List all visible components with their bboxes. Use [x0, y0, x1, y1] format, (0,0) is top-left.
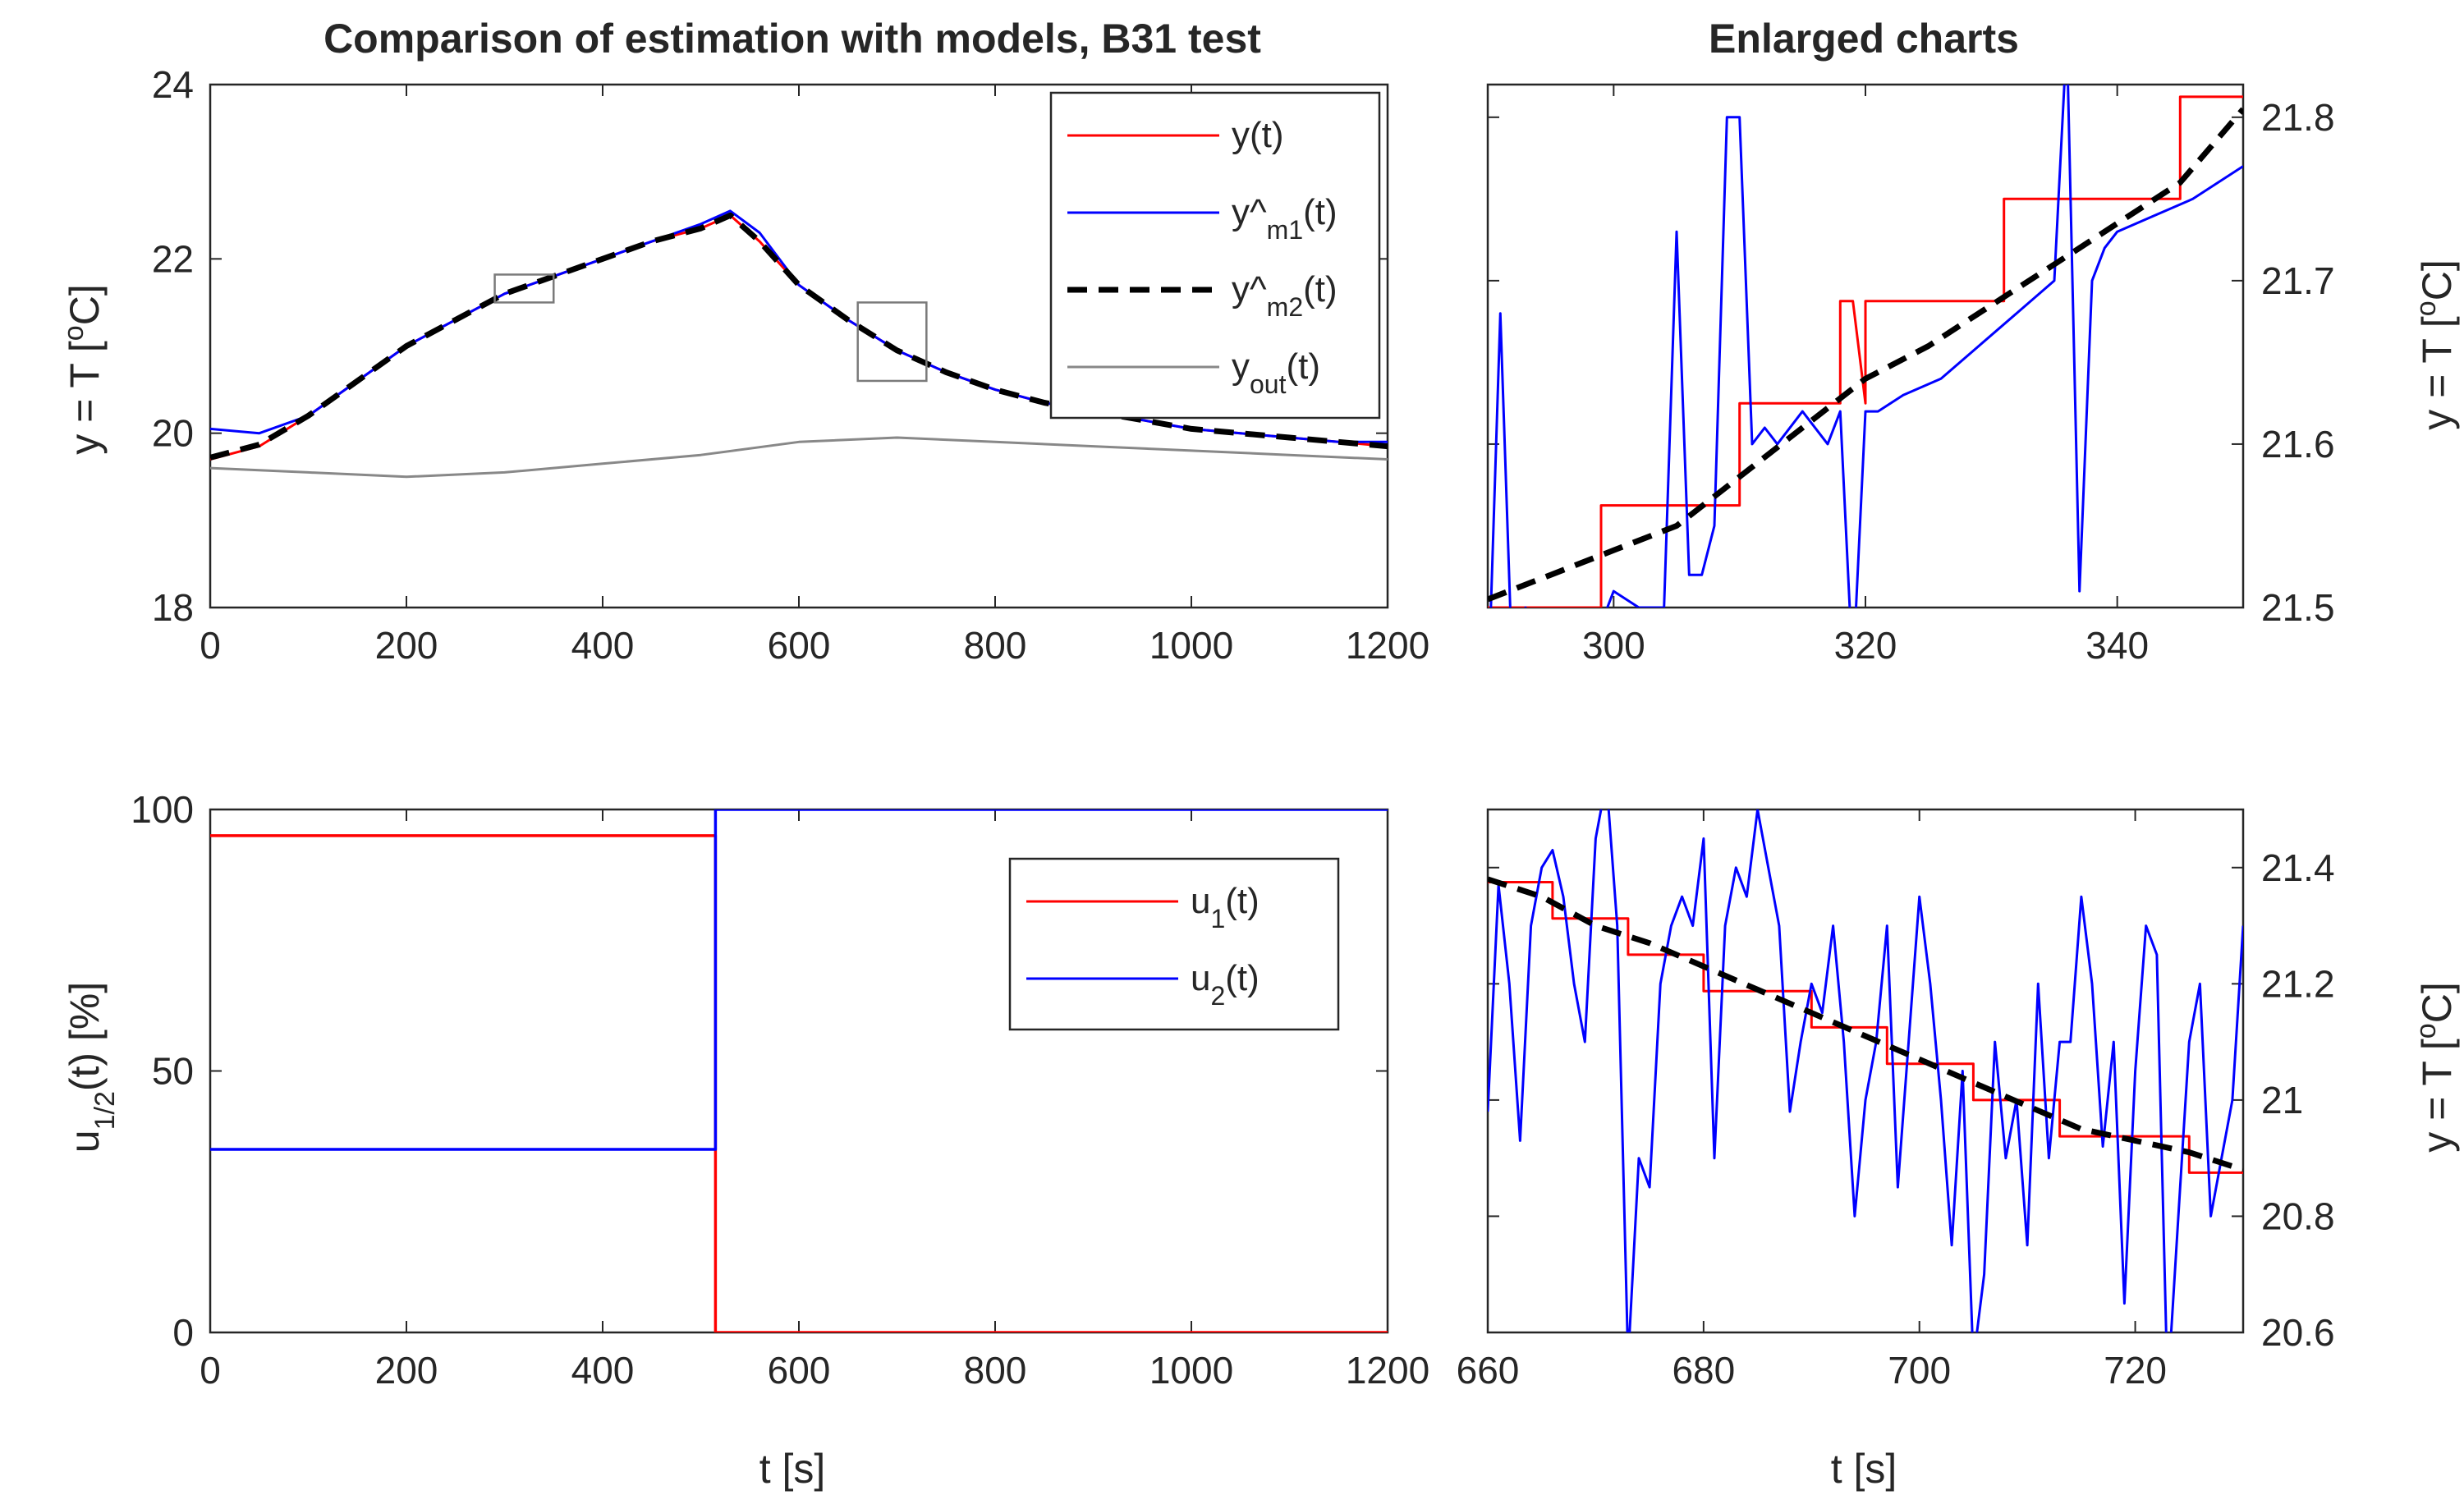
- y-tick-label: 0: [172, 1311, 194, 1354]
- x-tick-label: 660: [1457, 1349, 1520, 1392]
- x-tick-label: 720: [2104, 1349, 2167, 1392]
- series-group: [210, 209, 1388, 479]
- x-tick-label: 300: [1582, 624, 1645, 667]
- xlabel-main-bottom: t [s]: [759, 1446, 826, 1492]
- series-line-ym2: [1488, 107, 2243, 603]
- legend-label-yout: yout(t): [1232, 346, 1320, 399]
- series-group: [1488, 85, 2243, 608]
- y-tick-label: 21.6: [2261, 423, 2335, 465]
- series-line-ym2: [210, 212, 1388, 461]
- y-tick-label: 21: [2261, 1079, 2303, 1121]
- x-tick-label: 0: [200, 1349, 221, 1392]
- y-tick-label: 22: [152, 237, 194, 280]
- y-tick-label: 18: [152, 586, 194, 629]
- y-tick-label: 100: [131, 788, 194, 831]
- ylabel-zoom-bottom: y = T [oC]: [2411, 982, 2460, 1152]
- legend: y(t) y^m1(t) y^m2(t) yout(t): [1049, 91, 1381, 420]
- x-tick-label: 800: [964, 1349, 1027, 1392]
- legend-label-y: y(t): [1232, 115, 1284, 155]
- zoom-region-box: [856, 301, 928, 383]
- zoom-region-box: [493, 273, 555, 304]
- series-line-u2: [210, 809, 1388, 1151]
- y-tick-label: 20.6: [2261, 1311, 2335, 1354]
- series-group: [210, 809, 1388, 1332]
- x-tick-label: 400: [571, 624, 635, 667]
- panel-main-top: 0 200 400 600 800 1000 1200 18 20 22 24 y(t) y^m1(t)…: [152, 63, 1429, 667]
- x-tick-label: 1200: [1346, 624, 1429, 667]
- ylabel-zoom-top: y = T [oC]: [2411, 259, 2460, 429]
- x-tick-label: 200: [375, 1349, 438, 1392]
- y-tick-label: 21.7: [2261, 259, 2335, 302]
- y-tick-label: 20: [152, 412, 194, 455]
- x-tick-label: 320: [1834, 624, 1897, 667]
- panel-main-bottom: 0 200 400 600 800 1000 1200 0 50 100 u1(t) u2(t): [131, 788, 1429, 1392]
- panel-zoom-top: 300 320 340 21.5 21.6 21.7 21.8: [1486, 83, 2335, 667]
- zoom-title: Enlarged charts: [1709, 16, 2019, 62]
- x-tick-label: 400: [571, 1349, 635, 1392]
- ylabel-main-bottom: u1/2(t) [%]: [62, 982, 121, 1153]
- legend-box: [1008, 857, 1340, 1031]
- x-tick-label: 600: [768, 624, 831, 667]
- main-title: Comparison of estimation with models, B3…: [323, 16, 1261, 62]
- series-line-y: [1488, 95, 2243, 608]
- y-tick-label: 21.2: [2261, 962, 2335, 1005]
- plot-area: [1486, 808, 2245, 1334]
- x-tick-label: 0: [200, 624, 221, 667]
- x-tick-label: 600: [768, 1349, 831, 1392]
- legend: u1(t) u2(t): [1008, 857, 1340, 1031]
- y-tick-label: 24: [152, 63, 194, 106]
- x-tick-label: 1000: [1149, 1349, 1233, 1392]
- legend-label-ym2: y^m2(t): [1232, 269, 1338, 322]
- series-line-yout: [210, 436, 1388, 479]
- x-tick-label: 700: [1888, 1349, 1951, 1392]
- legend-box: [1049, 91, 1381, 420]
- legend-label-u1: u1(t): [1191, 881, 1260, 933]
- y-tick-label: 21.4: [2261, 846, 2335, 889]
- legend-label-ym1: y^m1(t): [1232, 192, 1338, 245]
- series-line-ym1: [1488, 809, 2243, 1332]
- y-tick-label: 21.5: [2261, 586, 2335, 629]
- x-tick-label: 200: [375, 624, 438, 667]
- series-line-ym2: [1488, 876, 2243, 1173]
- y-tick-label: 21.8: [2261, 96, 2335, 139]
- x-tick-label: 1200: [1346, 1349, 1429, 1392]
- xlabel-zoom-bottom: t [s]: [1831, 1446, 1897, 1492]
- x-tick-label: 800: [964, 624, 1027, 667]
- ylabel-main-top: y = T [oC]: [58, 284, 108, 454]
- x-tick-label: 340: [2085, 624, 2149, 667]
- series-line-ym1: [1489, 85, 2243, 608]
- x-tick-label: 680: [1672, 1349, 1735, 1392]
- y-tick-label: 20.8: [2261, 1195, 2335, 1237]
- x-tick-label: 1000: [1149, 624, 1233, 667]
- panel-zoom-bottom: 660 680 700 720 20.6 20.8 21 21.2 21.4: [1457, 808, 2335, 1392]
- series-group: [1488, 809, 2243, 1332]
- legend-label-u2: u2(t): [1191, 958, 1260, 1011]
- y-tick-label: 50: [152, 1050, 194, 1093]
